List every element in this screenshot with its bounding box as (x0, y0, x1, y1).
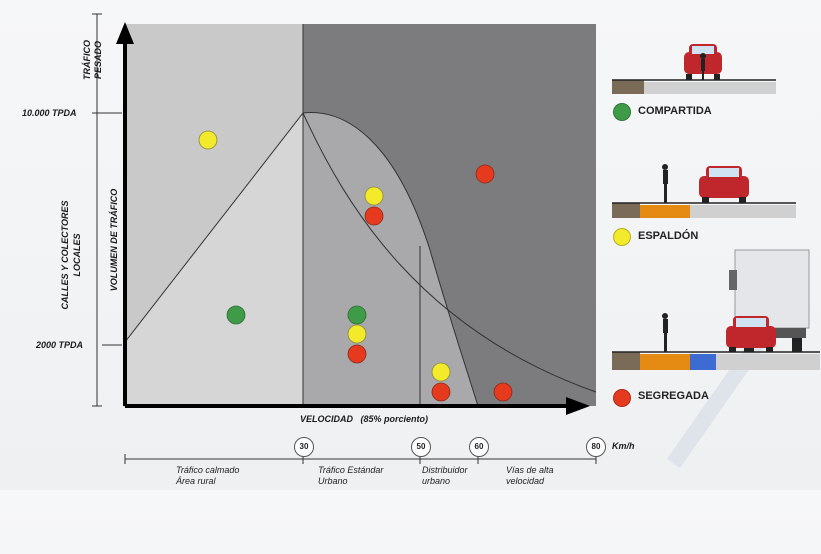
speed-marker-80: 80 (586, 437, 606, 457)
inner-curve (302, 112, 597, 393)
point-red (493, 382, 513, 402)
zone-line2: urbano (422, 476, 451, 486)
zone-line2: velocidad (506, 476, 545, 486)
zone-line1: Distribuidor (422, 465, 468, 475)
point-yellow (347, 324, 367, 344)
x-axis-arrow (566, 397, 590, 415)
x-axis-title: VELOCIDAD (85% porciento) (300, 414, 428, 424)
legend-illustrations (612, 44, 820, 370)
point-green (226, 305, 246, 325)
cyclist-icon (662, 164, 668, 203)
legend-label-segregada: SEGREGADA (638, 390, 709, 402)
point-red (347, 344, 367, 364)
cyclist-icon (700, 53, 706, 80)
cyclist-icon (662, 313, 668, 352)
speed-marker-30: 30 (294, 437, 314, 457)
tick-2000-tpda: 2000 TPDA (36, 340, 84, 350)
speed-marker-50: 50 (411, 437, 431, 457)
zone-line1: Vías de alta (506, 465, 554, 475)
legend-dot-red (613, 389, 631, 407)
traffic-speed-diagram (116, 22, 597, 415)
car-icon (699, 166, 749, 203)
data-points (198, 130, 513, 402)
x-axis-label-suffix: (85% porciento) (360, 414, 429, 424)
point-yellow (431, 362, 451, 382)
legend-dot-yellow (613, 228, 631, 246)
point-yellow (198, 130, 218, 150)
zone-line2: Área rural (176, 476, 216, 486)
road-shoulder-illustration (612, 164, 796, 218)
road-shared-illustration (612, 44, 776, 94)
zone-calm-traffic: Tráfico calmado Área rural (176, 465, 239, 487)
zone-urban-distributor: Distribuidor urbano (422, 465, 468, 487)
speed-unit: Km/h (612, 441, 635, 451)
car-icon (726, 316, 776, 352)
point-red (431, 382, 451, 402)
tick-10000-tpda: 10.000 TPDA (22, 108, 77, 118)
point-red (475, 164, 495, 184)
urban-region (302, 112, 479, 407)
x-axis-label: VELOCIDAD (300, 414, 354, 424)
legend-dot-green (613, 103, 631, 121)
point-yellow (364, 186, 384, 206)
zone-line1: Tráfico Estándar (318, 465, 384, 475)
road-segregated-illustration (612, 249, 820, 370)
legend-label-compartida: COMPARTIDA (638, 105, 712, 117)
zone-line1: Tráfico calmado (176, 465, 240, 475)
legend-label-espaldon: ESPALDÓN (638, 230, 699, 242)
car-icon (684, 44, 722, 80)
y-axis-arrow (116, 22, 134, 44)
point-red (364, 206, 384, 226)
speed-marker-60: 60 (469, 437, 489, 457)
zone-high-speed: Vías de alta velocidad (506, 465, 554, 487)
zone-line2: Urbano (318, 476, 348, 486)
zone-urban-standard: Tráfico Estándar Urbano (318, 465, 383, 487)
point-green (347, 305, 367, 325)
